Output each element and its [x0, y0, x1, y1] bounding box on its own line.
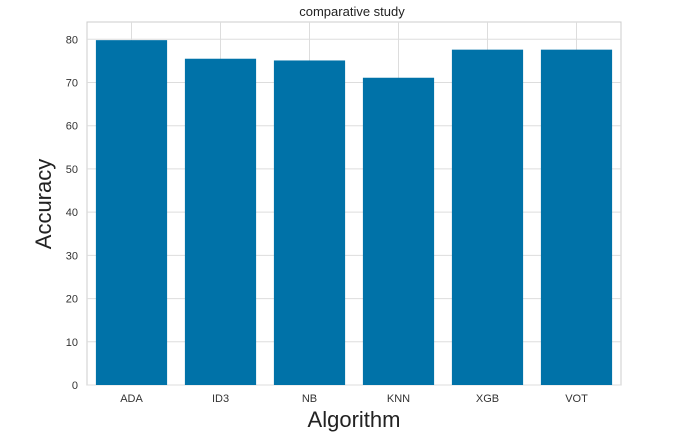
- bar-xgb: [451, 49, 524, 386]
- x-tick-label-id3: ID3: [212, 393, 229, 405]
- chart-title: comparative study: [299, 4, 405, 19]
- x-tick-label-vot: VOT: [565, 393, 588, 405]
- y-tick-label: 50: [66, 164, 78, 176]
- y-axis-ticks: 0 10 20 30 40 50 60 70 80: [66, 34, 78, 392]
- x-tick-label-xgb: XGB: [476, 393, 499, 405]
- bar-id3: [184, 58, 257, 385]
- y-tick-label: 80: [66, 34, 78, 46]
- x-tick-label-nb: NB: [302, 393, 317, 405]
- y-tick-label: 30: [66, 250, 78, 262]
- x-tick-label-ada: ADA: [120, 393, 143, 405]
- bar-vot: [540, 49, 613, 386]
- x-tick-label-knn: KNN: [387, 393, 410, 405]
- y-tick-label: 60: [66, 121, 78, 133]
- x-axis-ticks: ADA ID3 NB KNN XGB VOT: [120, 393, 588, 405]
- y-tick-label: 0: [72, 380, 78, 392]
- y-tick-label: 40: [66, 207, 78, 219]
- bar-ada: [95, 40, 168, 386]
- bar-knn: [362, 77, 435, 385]
- bars: [95, 40, 613, 386]
- bar-nb: [273, 60, 346, 385]
- y-tick-label: 10: [66, 337, 78, 349]
- y-axis-label: Accuracy: [31, 159, 56, 249]
- y-tick-label: 20: [66, 294, 78, 306]
- x-axis-label: Algorithm: [308, 407, 401, 432]
- y-tick-label: 70: [66, 78, 78, 90]
